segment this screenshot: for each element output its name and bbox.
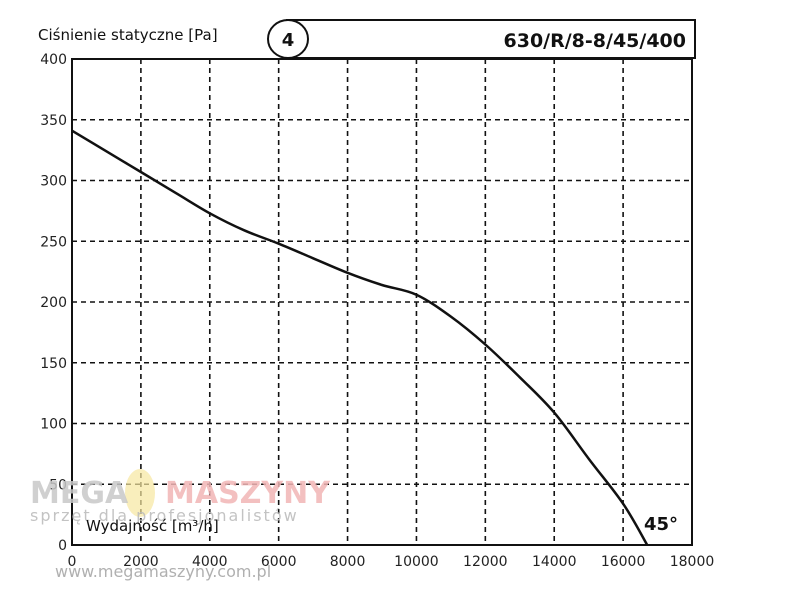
badge-circle xyxy=(267,19,309,59)
watermark: MEGA MASZYNY sprzęt dla profesjonalistów xyxy=(30,469,331,525)
y-tick-label: 100 xyxy=(40,417,67,433)
y-tick-label: 200 xyxy=(40,295,67,311)
x-tick-label: 16000 xyxy=(601,554,646,570)
y-tick-label: 150 xyxy=(40,356,67,372)
y-tick-label: 50 xyxy=(49,477,67,493)
x-tick-label: 8000 xyxy=(330,554,366,570)
y-tick-label: 0 xyxy=(58,538,67,554)
title-box: 4 630/R/8-8/45/400 xyxy=(267,19,696,59)
y-axis-label: Ciśnienie statyczne [Pa] xyxy=(38,26,218,44)
x-tick-label: 0 xyxy=(68,554,77,570)
x-axis-ticks: 0 2000 4000 6000 8000 10000 12000 14000 16000 180… xyxy=(68,554,715,570)
chart-title: 630/R/8-8/45/400 xyxy=(504,30,686,52)
watermark-url: www.megamaszyny.com.pl xyxy=(55,562,271,581)
y-axis-ticks: 0 50 100 150 200 250 300 350 400 xyxy=(40,52,67,554)
title-frame xyxy=(286,19,696,59)
series-line xyxy=(71,129,649,546)
x-tick-label: 10000 xyxy=(394,554,439,570)
y-tick-label: 250 xyxy=(40,234,67,250)
x-tick-label: 6000 xyxy=(261,554,297,570)
chart-grid xyxy=(72,59,692,545)
watermark-tagline: sprzęt dla profesjonalistów xyxy=(30,506,299,525)
logo-flame-icon xyxy=(125,469,155,517)
y-tick-label: 300 xyxy=(40,174,67,190)
y-tick-label: 400 xyxy=(40,52,67,68)
x-tick-label: 2000 xyxy=(123,554,159,570)
y-tick-label: 350 xyxy=(40,113,67,129)
x-tick-label: 4000 xyxy=(192,554,228,570)
angle-annotation: 45° xyxy=(644,514,678,535)
x-tick-label: 14000 xyxy=(532,554,577,570)
watermark-brand-left: MEGA xyxy=(30,476,129,511)
x-tick-label: 18000 xyxy=(670,554,715,570)
x-tick-label: 12000 xyxy=(463,554,508,570)
watermark-brand-right: MASZYNY xyxy=(165,476,331,511)
x-axis-label: Wydajność [m³/h] xyxy=(86,517,219,535)
badge-number: 4 xyxy=(282,30,295,51)
